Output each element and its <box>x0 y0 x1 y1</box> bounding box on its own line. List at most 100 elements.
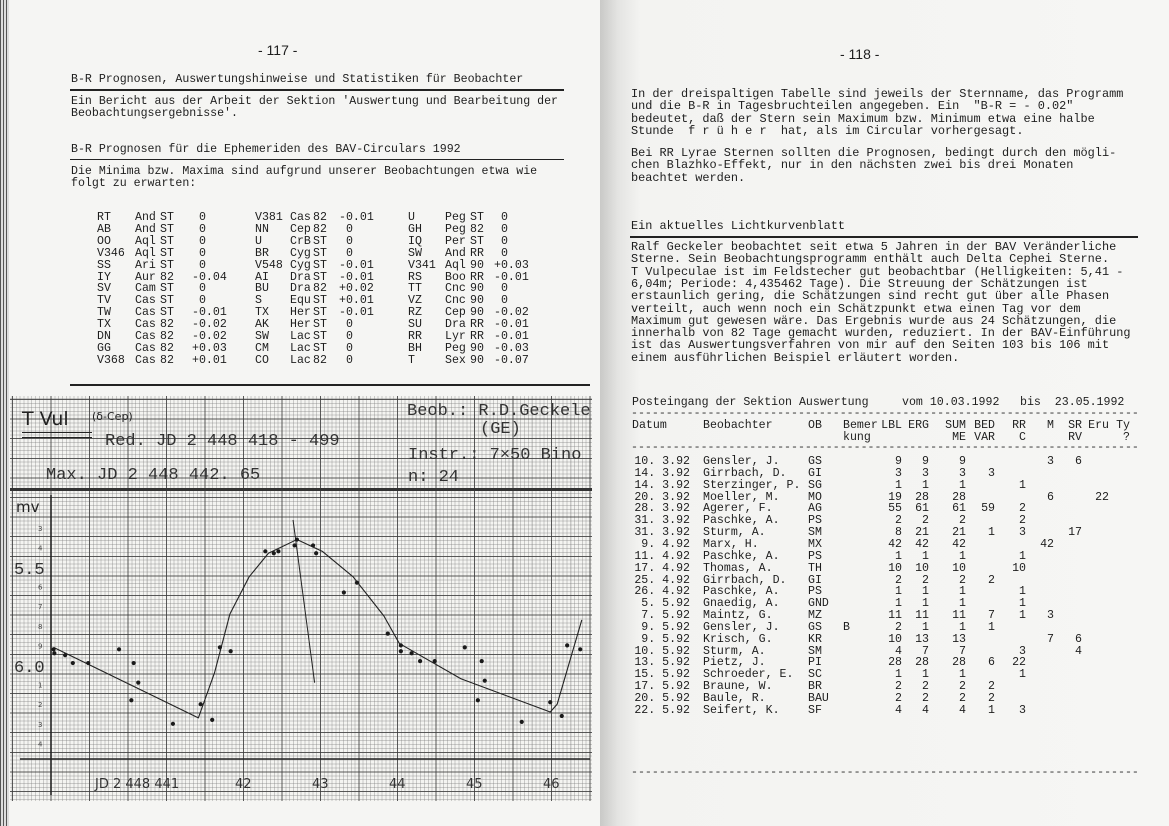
constellation: Cas <box>135 306 156 320</box>
erg-cell: 28 <box>915 490 929 504</box>
lbl-cell: 2 <box>895 573 902 587</box>
constellation: Cyg <box>290 246 311 260</box>
sum-cell: 42 <box>952 537 966 551</box>
m-cell: 7 <box>1047 632 1054 646</box>
page-number: - 118 - <box>840 46 880 62</box>
table-row: 17. 5.92 Braune, W. BR 2 2 2 2 <box>600 680 1169 693</box>
constellation: Peg <box>445 341 466 355</box>
rr-cell: 1 <box>1019 549 1026 563</box>
data-point <box>462 645 467 650</box>
table-row: OO Aql ST 0 U CrB ST 0 IQ Per ST 0 <box>0 234 600 248</box>
observer-code-cell: SG <box>808 478 822 492</box>
lbl-cell: 1 <box>895 597 902 611</box>
observer-cell: Paschke, A. <box>703 514 780 528</box>
br-value: 0 <box>346 246 353 260</box>
data-point <box>294 537 299 542</box>
br-value: -0.01 <box>339 211 374 224</box>
br-value: -0.01 <box>494 318 529 332</box>
rr-cell: 3 <box>1019 644 1026 658</box>
text-line: Stunde f r ü h e r hat, als im Circular … <box>631 123 1024 138</box>
header-cell: Datum <box>632 419 667 432</box>
estimate-count: n: 24 <box>408 468 460 487</box>
data-point <box>341 590 346 595</box>
observer-code-cell: GI <box>808 573 822 587</box>
observer-code: (GE) <box>480 420 521 439</box>
table-row: 10. 3.92 Gensler, J. GS 9 9 9 3 6 <box>600 455 1169 468</box>
observer-code-cell: MO <box>808 490 822 504</box>
sum-cell: 1 <box>959 478 966 492</box>
constellation: Lyr <box>445 330 466 343</box>
data-point <box>398 649 403 654</box>
sum-cell: 61 <box>952 502 966 516</box>
section-text-1: Die Minima bzw. Maxima sind aufgrund uns… <box>71 165 538 178</box>
intro-line-2: Beobachtungsergebnisse'. <box>71 107 238 120</box>
sum-cell: 11 <box>952 609 966 623</box>
y-minor-label: 2 <box>38 701 42 709</box>
table-row: 7. 5.92 Maintz, G. MZ 11 11 11 7 1 3 <box>600 609 1169 623</box>
br-value: -0.01 <box>494 270 529 284</box>
data-point <box>385 631 390 636</box>
y-minor-label: 4 <box>38 740 43 748</box>
br-value: 0 <box>199 234 206 248</box>
table-row: 26. 4.92 Paschke, A. PS 1 1 1 1 <box>600 585 1169 599</box>
data-point <box>276 549 281 554</box>
star-name: TV <box>97 294 111 308</box>
headline: B-R Prognosen, Auswertungshinweise und S… <box>71 73 524 86</box>
br-value: 0 <box>199 282 206 296</box>
text-line: In der dreispaltigen Tabelle sind jeweil… <box>631 87 1124 101</box>
erg-cell: 1 <box>922 585 929 599</box>
lbl-cell: 11 <box>888 609 902 623</box>
br-value: 0 <box>346 353 353 367</box>
constellation: Per <box>445 234 466 248</box>
observer-cell: Gensler, J. <box>703 455 780 468</box>
reduction-range: Red. JD 2 448 418 - 499 <box>105 432 340 451</box>
constellation: Cep <box>445 306 466 320</box>
sum-cell: 2 <box>959 692 966 705</box>
header-cell: Bemer <box>843 419 878 432</box>
sum-cell: 1 <box>959 668 966 682</box>
sr-cell: 17 <box>1068 526 1082 540</box>
star-name: V346 <box>97 246 125 260</box>
observer-cell: Paschke, A. <box>703 585 780 599</box>
date-cell: 31. 3.92 <box>634 514 690 528</box>
thin-rule <box>70 159 564 160</box>
header-cell: LBL <box>881 419 902 432</box>
star-name: RS <box>408 270 422 284</box>
bed-cell: 2 <box>988 692 995 705</box>
rr-cell: 1 <box>1019 609 1026 623</box>
date-cell: 10. 3.92 <box>634 455 690 468</box>
observer-cell: Thomas, A. <box>703 561 773 575</box>
program: ST <box>160 282 174 296</box>
y-minor-label: 6 <box>38 584 43 592</box>
star-name: AB <box>97 222 111 236</box>
header-cell: M <box>1047 419 1054 432</box>
constellation: Dra <box>445 318 466 332</box>
star-name: IQ <box>408 234 422 248</box>
data-point <box>578 647 583 652</box>
table-row: 14. 3.92 Girrbach, D. GI 3 3 3 3 <box>600 466 1169 480</box>
observer-code-cell: GS <box>808 620 822 634</box>
date-cell: 22. 5.92 <box>634 703 690 717</box>
star-name: GH <box>408 222 422 236</box>
date-cell: 20. 3.92 <box>634 490 690 504</box>
observer-cell: Sturm, A. <box>703 644 766 658</box>
date-cell: 25. 4.92 <box>634 573 690 587</box>
data-point <box>129 698 134 703</box>
constellation: Dra <box>290 270 311 284</box>
data-point <box>475 698 480 703</box>
lbl-cell: 10 <box>888 632 902 646</box>
text-line: und die B-R in Tagesbruchteilen angegebe… <box>631 99 1074 114</box>
m-cell: 42 <box>1040 537 1054 551</box>
lbl-cell: 4 <box>895 703 902 717</box>
table-row: RT And ST 0 V381 Cas 82 -0.01 U Peg ST 0 <box>0 211 600 224</box>
br-value: -0.07 <box>494 353 529 367</box>
erg-cell: 3 <box>922 466 929 480</box>
constellation: And <box>445 246 466 260</box>
erg-cell: 1 <box>922 549 929 563</box>
observer-cell: Gensler, J. <box>703 620 780 634</box>
erg-cell: 1 <box>922 620 929 634</box>
date-cell: 9. 5.92 <box>641 632 690 646</box>
dashed-rule: ----------------------------------------… <box>631 766 1137 779</box>
bed-cell: 6 <box>988 656 995 670</box>
star-name: CM <box>255 341 269 355</box>
